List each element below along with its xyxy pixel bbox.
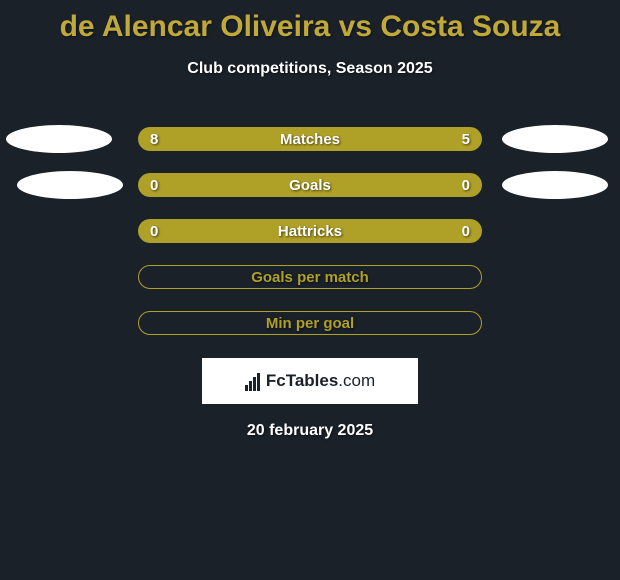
page-title: de Alencar Oliveira vs Costa Souza [0, 0, 620, 44]
stat-value-left: 0 [150, 177, 158, 194]
brand-tables: Tables [286, 371, 339, 390]
stat-value-right: 0 [462, 223, 470, 240]
stat-value-left: 8 [150, 131, 158, 148]
stat-label: Goals per match [251, 269, 369, 286]
stat-value-left: 0 [150, 223, 158, 240]
stat-row-gpm: Goals per match [0, 254, 620, 300]
chart-bar-icon [253, 377, 256, 391]
stat-row-hattricks: 0 Hattricks 0 [0, 208, 620, 254]
stat-label: Matches [280, 131, 340, 148]
brand-suffix: .com [338, 371, 375, 390]
stat-bar-goals: 0 Goals 0 [138, 173, 482, 197]
player-right-avatar [502, 125, 608, 153]
stat-value-right: 5 [462, 131, 470, 148]
subtitle: Club competitions, Season 2025 [0, 60, 620, 78]
brand-text: FcTables.com [266, 371, 375, 391]
stat-value-right: 0 [462, 177, 470, 194]
stat-label: Min per goal [266, 315, 354, 332]
branding-box: FcTables.com [202, 358, 418, 404]
fctables-chart-icon [245, 371, 260, 391]
player-right-avatar [502, 171, 608, 199]
stat-label: Hattricks [278, 223, 342, 240]
chart-bar-icon [245, 385, 248, 391]
stat-row-matches: 8 Matches 5 [0, 116, 620, 162]
player-left-avatar [17, 171, 123, 199]
brand-fc: Fc [266, 371, 286, 390]
chart-bar-icon [249, 381, 252, 391]
stat-bar-gpm: Goals per match [138, 265, 482, 289]
stat-row-mpg: Min per goal [0, 300, 620, 346]
stat-bar-mpg: Min per goal [138, 311, 482, 335]
stat-label: Goals [289, 177, 331, 194]
stat-bar-hattricks: 0 Hattricks 0 [138, 219, 482, 243]
player-left-avatar [6, 125, 112, 153]
stat-bar-matches: 8 Matches 5 [138, 127, 482, 151]
chart-bar-icon [257, 373, 260, 391]
footer-date: 20 february 2025 [0, 422, 620, 440]
comparison-rows: 8 Matches 5 0 Goals 0 0 Hattricks 0 Goal… [0, 116, 620, 346]
stat-row-goals: 0 Goals 0 [0, 162, 620, 208]
